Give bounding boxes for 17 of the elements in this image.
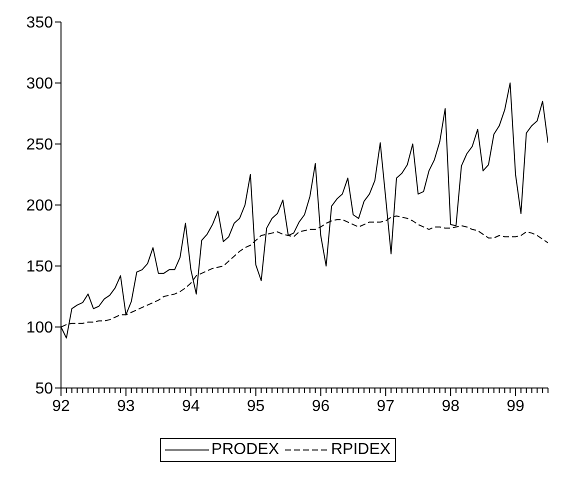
y-tick-label: 300 [26,76,54,93]
x-tick-label: 95 [246,398,265,415]
x-tick-label: 98 [442,398,460,415]
x-tick-label: 97 [376,398,395,415]
y-tick-label: 200 [26,198,54,215]
legend-label: PRODEX [211,441,279,459]
x-tick-label: 99 [506,398,525,415]
y-tick-label: 350 [26,14,54,32]
y-tick-label: 250 [26,136,54,154]
x-tick-label: 92 [52,398,70,415]
y-tick-label: 50 [35,380,54,398]
y-tick-label: 150 [26,258,54,276]
y-tick-label: 100 [26,320,54,337]
x-tick-label: 93 [117,398,135,415]
x-tick-label: 96 [312,398,330,415]
x-tick-label: 94 [182,398,200,415]
legend-label: RPIDEX [331,441,391,459]
